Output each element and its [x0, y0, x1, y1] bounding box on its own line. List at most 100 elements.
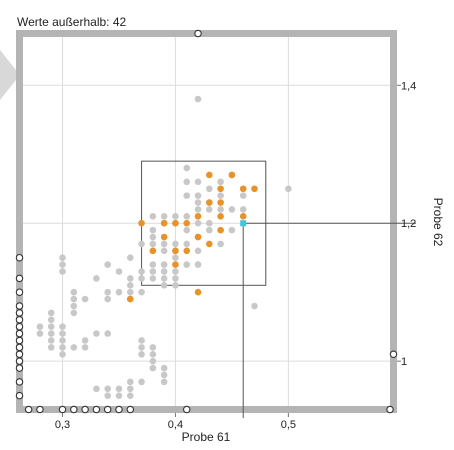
data-point[interactable] — [115, 392, 123, 399]
data-point[interactable] — [126, 392, 134, 399]
data-point[interactable] — [104, 385, 111, 393]
data-point[interactable] — [149, 268, 157, 275]
selected-point[interactable] — [183, 247, 191, 255]
data-point[interactable] — [194, 199, 202, 206]
data-point[interactable] — [81, 295, 89, 303]
selected-point[interactable] — [160, 219, 168, 227]
data-point[interactable] — [183, 192, 191, 199]
data-point[interactable] — [93, 330, 100, 337]
data-point[interactable] — [172, 213, 179, 220]
data-point[interactable] — [206, 226, 213, 234]
outside-marker-bottom[interactable] — [386, 405, 394, 414]
data-point[interactable] — [104, 392, 111, 399]
data-point[interactable] — [160, 261, 168, 268]
selected-point[interactable] — [194, 233, 202, 241]
selected-point[interactable] — [194, 213, 202, 220]
outside-marker-bottom[interactable] — [70, 405, 78, 414]
data-point[interactable] — [172, 268, 179, 275]
data-point[interactable] — [70, 344, 78, 351]
data-point[interactable] — [115, 268, 123, 275]
selected-point[interactable] — [172, 219, 179, 227]
data-point[interactable] — [126, 288, 134, 296]
data-point[interactable] — [160, 247, 168, 255]
data-point[interactable] — [172, 240, 179, 248]
data-point[interactable] — [104, 330, 111, 337]
data-point[interactable] — [93, 275, 100, 282]
data-point[interactable] — [217, 178, 224, 186]
data-point[interactable] — [160, 268, 168, 275]
outside-marker-bottom[interactable] — [103, 405, 112, 414]
selected-point[interactable] — [206, 199, 213, 206]
data-point[interactable] — [138, 268, 145, 275]
data-point[interactable] — [47, 330, 55, 337]
outside-marker-left[interactable] — [15, 336, 24, 345]
data-point[interactable] — [183, 164, 191, 172]
data-point[interactable] — [149, 261, 157, 268]
data-point[interactable] — [217, 206, 224, 213]
data-point[interactable] — [149, 240, 157, 248]
data-point[interactable] — [47, 309, 55, 317]
selected-point[interactable] — [183, 219, 191, 227]
outside-marker-left[interactable] — [15, 316, 24, 324]
selected-point[interactable] — [217, 185, 224, 193]
data-point[interactable] — [138, 350, 145, 358]
cursor-point[interactable] — [240, 220, 247, 227]
outside-marker-left[interactable] — [15, 357, 24, 365]
outside-marker-left[interactable] — [15, 378, 24, 386]
outside-marker-left[interactable] — [15, 253, 24, 262]
data-point[interactable] — [194, 95, 202, 103]
data-point[interactable] — [160, 240, 168, 248]
data-point[interactable] — [47, 316, 55, 324]
data-point[interactable] — [160, 378, 168, 386]
data-point[interactable] — [194, 178, 202, 186]
data-point[interactable] — [239, 206, 247, 213]
data-point[interactable] — [183, 226, 191, 234]
selected-point[interactable] — [206, 240, 213, 248]
data-point[interactable] — [138, 378, 145, 386]
selected-point[interactable] — [239, 185, 247, 193]
data-point[interactable] — [138, 288, 145, 296]
data-point[interactable] — [149, 275, 157, 282]
data-point[interactable] — [138, 240, 145, 248]
selected-point[interactable] — [206, 171, 213, 179]
outside-marker-left[interactable] — [15, 274, 24, 283]
data-point[interactable] — [70, 302, 78, 310]
data-point[interactable] — [149, 344, 157, 351]
data-point[interactable] — [93, 385, 100, 393]
data-point[interactable] — [149, 357, 157, 365]
data-point[interactable] — [59, 337, 66, 344]
selected-point[interactable] — [194, 288, 202, 296]
data-point[interactable] — [104, 261, 111, 268]
data-point[interactable] — [81, 337, 89, 344]
data-point[interactable] — [194, 192, 202, 199]
data-point[interactable] — [126, 281, 134, 289]
data-point[interactable] — [206, 185, 213, 193]
data-point[interactable] — [59, 330, 66, 337]
data-point[interactable] — [206, 206, 213, 213]
data-point[interactable] — [126, 385, 134, 393]
data-point[interactable] — [59, 344, 66, 351]
data-point[interactable] — [172, 275, 179, 282]
data-point[interactable] — [36, 330, 44, 337]
selected-point[interactable] — [228, 171, 236, 179]
data-point[interactable] — [160, 213, 168, 220]
data-point[interactable] — [126, 275, 134, 282]
data-point[interactable] — [183, 261, 191, 268]
data-point[interactable] — [104, 295, 111, 303]
outside-marker-left[interactable] — [15, 288, 24, 296]
data-point[interactable] — [160, 281, 168, 289]
data-point[interactable] — [149, 213, 157, 220]
data-point[interactable] — [115, 288, 123, 296]
data-point[interactable] — [160, 275, 168, 282]
data-point[interactable] — [47, 344, 55, 351]
data-point[interactable] — [59, 268, 66, 275]
data-point[interactable] — [59, 261, 66, 268]
outside-marker-bottom[interactable] — [126, 405, 135, 414]
data-point[interactable] — [183, 178, 191, 186]
data-point[interactable] — [251, 302, 258, 310]
data-point[interactable] — [138, 337, 145, 344]
outside-marker-top[interactable] — [194, 29, 202, 38]
data-point[interactable] — [149, 350, 157, 358]
outside-marker-bottom[interactable] — [81, 405, 89, 414]
